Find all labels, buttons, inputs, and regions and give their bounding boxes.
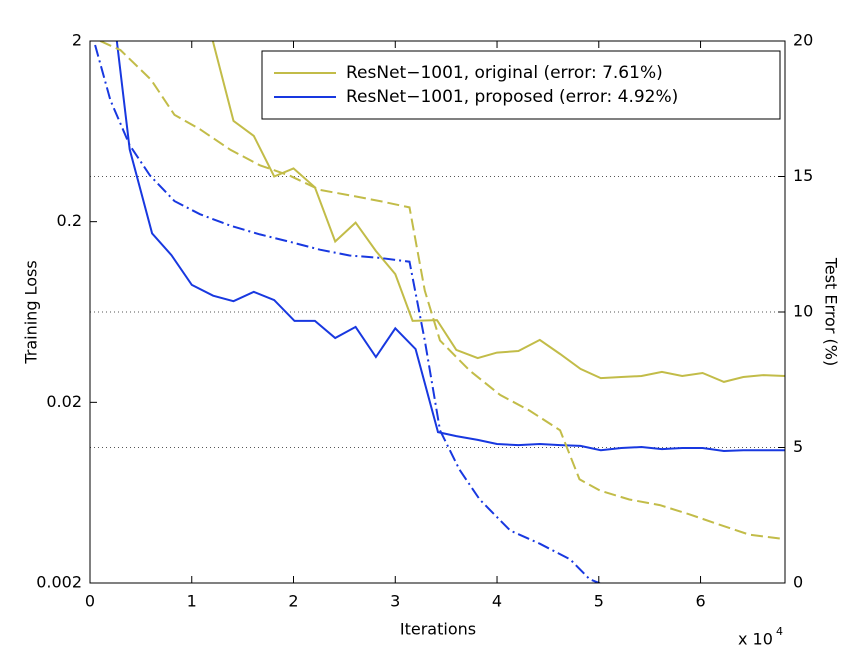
- y-axis-label: Training Loss: [22, 260, 41, 364]
- x-tick-label: 3: [390, 592, 400, 611]
- x-multiplier-exp: 4: [776, 625, 783, 638]
- y2-tick-label: 0: [793, 573, 803, 592]
- legend-label: ResNet−1001, proposed (error: 4.92%): [346, 87, 678, 107]
- x-tick-label: 2: [288, 592, 298, 611]
- legend-box: [261, 50, 781, 120]
- y2-tick-label: 10: [793, 302, 813, 321]
- y2-tick-label: 20: [793, 31, 813, 50]
- series-line: [211, 41, 785, 383]
- x-multiplier: x 10: [738, 630, 773, 649]
- y2-tick-label: 15: [793, 166, 813, 185]
- x-tick-label: 1: [187, 592, 197, 611]
- y-tick-label: 0.02: [46, 392, 82, 411]
- x-tick-label: 0: [85, 592, 95, 611]
- x-tick-label: 4: [492, 592, 502, 611]
- legend-label: ResNet−1001, original (error: 7.61%): [346, 63, 663, 83]
- series-line: [94, 44, 602, 583]
- y2-tick-label: 5: [793, 437, 803, 456]
- series-line: [115, 41, 785, 453]
- y2-axis-label: Test Error (%): [822, 257, 841, 366]
- y-tick-label: 2: [72, 31, 82, 50]
- y-tick-label: 0.002: [36, 573, 82, 592]
- y-tick-label: 0.2: [57, 211, 82, 230]
- series-line: [99, 41, 785, 541]
- x-axis-label: Iterations: [400, 620, 476, 639]
- x-tick-label: 6: [695, 592, 705, 611]
- x-tick-label: 5: [594, 592, 604, 611]
- plot-lines: [94, 41, 785, 583]
